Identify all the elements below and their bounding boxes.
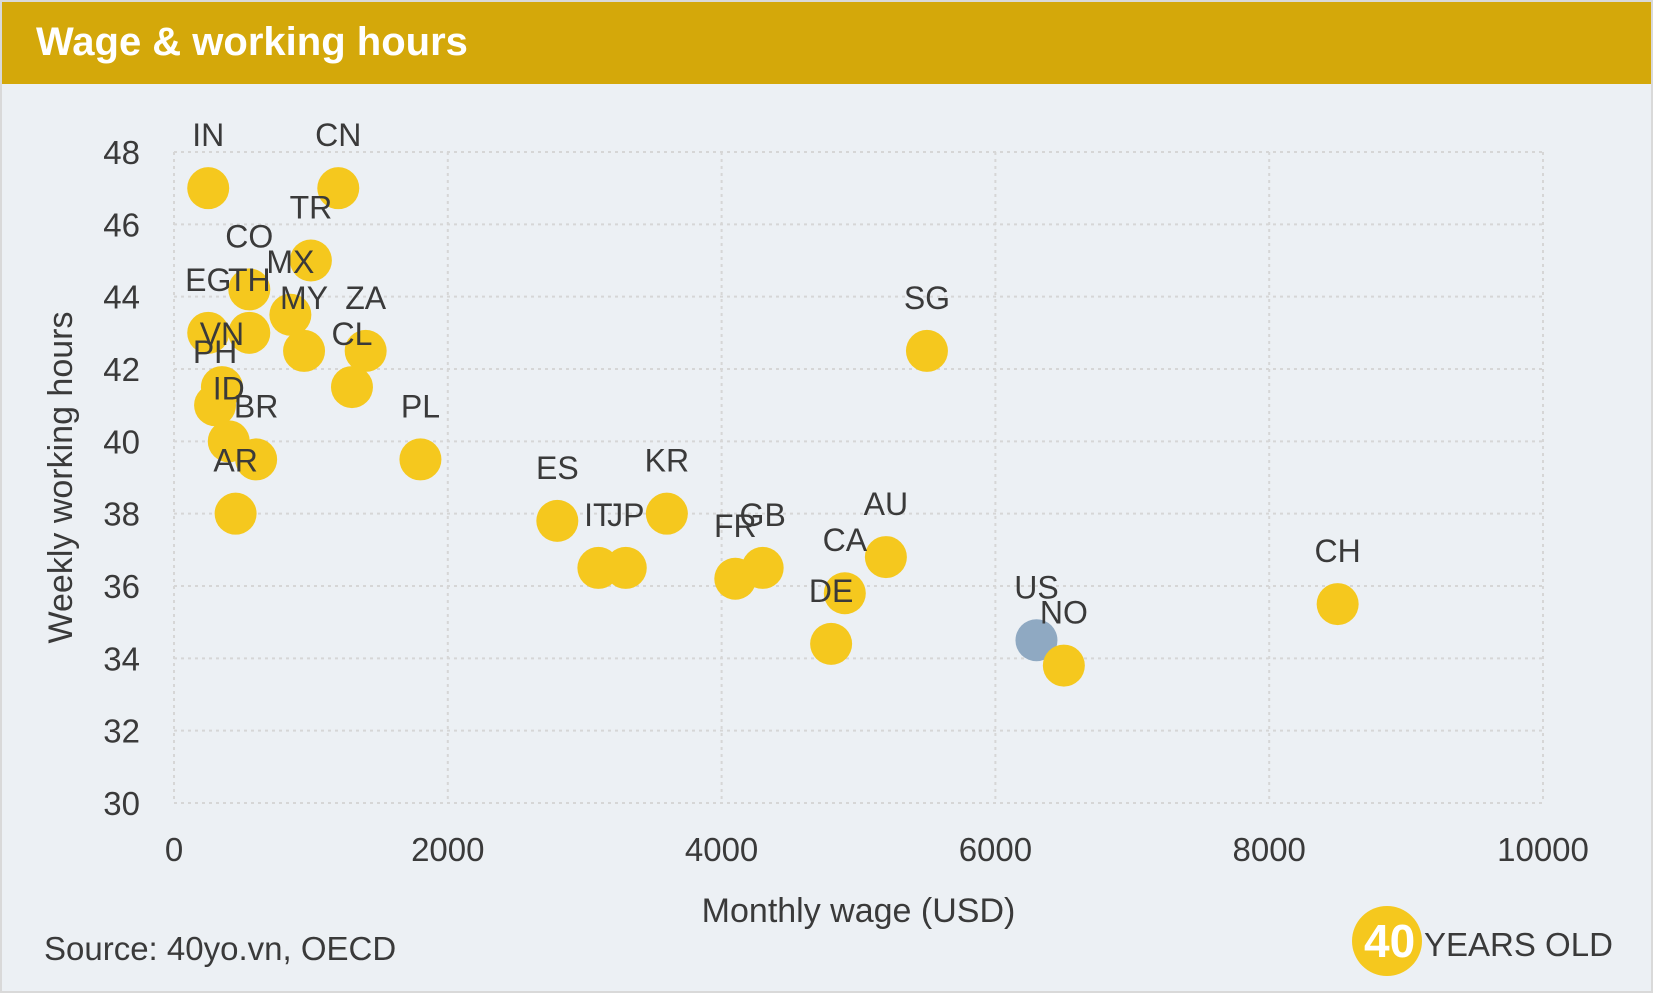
y-tick-label: 36: [103, 568, 140, 605]
x-tick-label: 0: [165, 831, 183, 868]
point-label: KR: [645, 443, 689, 479]
data-point: [344, 329, 387, 372]
y-tick-label: 32: [103, 713, 140, 750]
data-point: [399, 438, 442, 481]
point-label: EG: [185, 262, 231, 298]
data-point: [228, 311, 271, 354]
point-label: MY: [280, 280, 328, 316]
x-tick-label: 2000: [411, 831, 484, 868]
point-label: TH: [228, 262, 271, 298]
data-point: [214, 492, 257, 535]
point-label: SG: [904, 280, 950, 316]
data-point: [645, 492, 688, 535]
data-point: [905, 329, 948, 372]
point-label: ES: [536, 450, 579, 486]
y-tick-label: 42: [103, 351, 140, 388]
point-label: PL: [401, 388, 440, 424]
brand-number: 40: [1364, 915, 1416, 967]
point-label: GB: [740, 497, 786, 533]
brand-circle-icon: [1352, 906, 1422, 976]
point-label: FR: [714, 508, 757, 544]
brand-logo: 40 YEARS OLD: [1352, 906, 1652, 982]
data-point: [187, 311, 230, 354]
header-bar: Wage & working hours: [2, 2, 1651, 84]
data-point: [235, 438, 278, 481]
point-label: IN: [192, 117, 224, 153]
data-point: [317, 167, 360, 210]
data-point: [823, 572, 866, 615]
point-label: US: [1014, 569, 1058, 605]
point-label: AR: [213, 443, 257, 479]
point-label: CH: [1315, 533, 1361, 569]
data-point: [1015, 619, 1058, 662]
x-axis-label: Monthly wage (USD): [702, 892, 1016, 930]
y-tick-label: 44: [103, 279, 140, 316]
point-label: DE: [809, 573, 853, 609]
y-tick-label: 30: [103, 785, 140, 822]
data-point: [228, 268, 271, 311]
x-tick-label: 6000: [959, 831, 1032, 868]
point-label: ZA: [345, 280, 387, 316]
point-label: TR: [290, 190, 333, 226]
point-label: MX: [266, 244, 314, 280]
x-tick-label: 8000: [1232, 831, 1305, 868]
point-label: CL: [332, 316, 373, 352]
y-tick-label: 34: [103, 640, 140, 677]
y-tick-label: 38: [103, 496, 140, 533]
point-label: ID: [213, 370, 245, 406]
data-point: [604, 546, 647, 589]
point-label: CN: [315, 117, 361, 153]
data-point: [1042, 644, 1085, 687]
data-point: [864, 536, 907, 579]
chart-title: Wage & working hours: [36, 20, 468, 64]
source-note: Source: 40yo.vn, OECD: [44, 930, 397, 967]
data-point: [289, 239, 332, 282]
point-label: JP: [607, 497, 644, 533]
data-point: [741, 546, 784, 589]
y-tick-label: 40: [103, 423, 140, 460]
point-label: IT: [584, 497, 612, 533]
y-axis-label: Weekly working hours: [42, 312, 80, 644]
point-label: PH: [193, 334, 237, 370]
data-point: [1316, 583, 1359, 626]
x-tick-label: 10000: [1497, 831, 1589, 868]
data-point: [536, 499, 579, 542]
data-point: [187, 167, 230, 210]
data-point: [194, 384, 237, 427]
point-label: NO: [1040, 595, 1088, 631]
y-tick-label: 46: [103, 206, 140, 243]
data-point: [283, 329, 326, 372]
data-point: [269, 293, 312, 336]
point-label: CA: [823, 522, 868, 558]
point-label: VN: [200, 316, 244, 352]
data-point: [810, 622, 853, 665]
point-label: BR: [234, 388, 278, 424]
point-label: CO: [225, 218, 273, 254]
brand-text: YEARS OLD: [1424, 926, 1613, 963]
data-point: [330, 366, 373, 409]
point-label: AU: [864, 486, 908, 522]
x-tick-label: 4000: [685, 831, 758, 868]
y-tick-label: 48: [103, 134, 140, 171]
